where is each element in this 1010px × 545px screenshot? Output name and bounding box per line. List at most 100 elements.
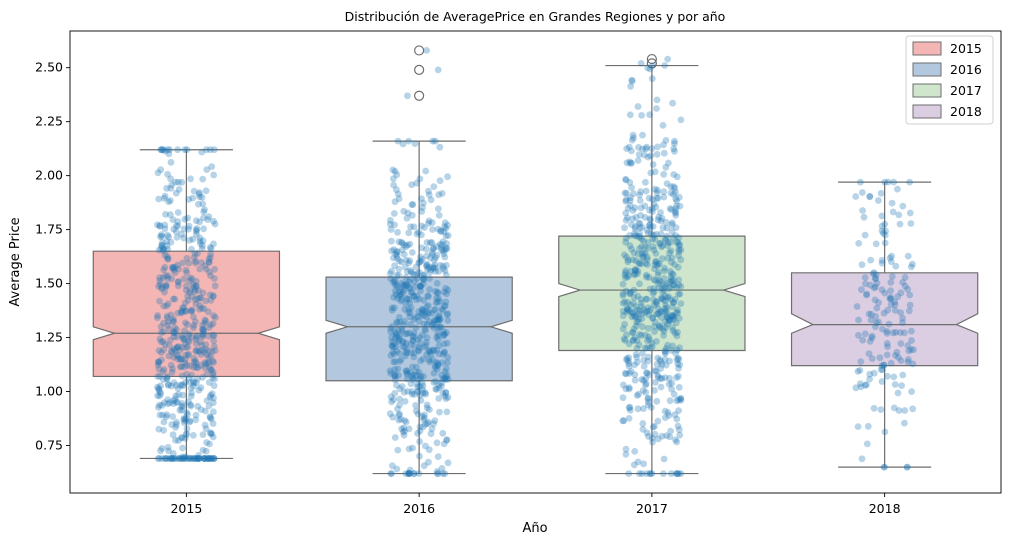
strip-point [174, 222, 182, 230]
strip-point [657, 230, 665, 238]
strip-point [654, 194, 662, 202]
strip-point [192, 340, 200, 347]
strip-point [622, 445, 630, 453]
strip-point [205, 455, 212, 462]
strip-point [669, 303, 676, 311]
strip-point [675, 252, 682, 259]
strip-points-2018 [852, 178, 917, 471]
strip-point [878, 378, 886, 385]
strip-point [207, 250, 215, 258]
strip-point [666, 278, 674, 286]
strip-point [652, 277, 659, 284]
strip-point [163, 375, 171, 383]
strip-point [633, 306, 641, 314]
strip-point [199, 200, 207, 208]
strip-point [414, 269, 422, 277]
strip-point [156, 297, 163, 305]
strip-point [158, 356, 166, 364]
strip-point [663, 313, 671, 321]
strip-point [195, 348, 203, 355]
strip-point [629, 207, 637, 214]
strip-point [654, 354, 662, 362]
strip-point [625, 362, 633, 370]
strip-point [207, 254, 214, 261]
strip-point [645, 333, 653, 341]
strip-point [391, 328, 399, 336]
strip-point [656, 278, 664, 285]
strip-point [647, 169, 655, 177]
strip-point [425, 293, 432, 300]
strip-point [419, 280, 427, 288]
strip-point [653, 298, 660, 306]
strip-point [162, 413, 170, 421]
strip-point [399, 343, 407, 350]
strip-point [418, 305, 426, 313]
strip-point [647, 152, 655, 160]
x-axis-label: Año [522, 521, 547, 536]
strip-point [619, 280, 627, 288]
strip-point [192, 360, 200, 367]
strip-point [193, 346, 200, 354]
strip-point [165, 233, 173, 241]
strip-point [663, 307, 670, 315]
strip-point [403, 281, 411, 289]
strip-point [174, 261, 181, 269]
strip-point [440, 328, 447, 335]
strip-point [863, 440, 871, 448]
strip-point [675, 372, 682, 380]
strip-point [426, 285, 433, 293]
strip-point [643, 253, 651, 261]
strip-point [396, 385, 404, 393]
strip-point [622, 176, 629, 183]
strip-point [640, 377, 647, 384]
strip-point [187, 307, 195, 315]
strip-point [441, 348, 448, 356]
strip-point [154, 169, 162, 177]
strip-point [397, 356, 405, 364]
strip-point [412, 324, 420, 332]
strip-point [160, 426, 168, 434]
strip-point [628, 184, 635, 192]
strip-point [668, 206, 675, 214]
strip-point [648, 339, 656, 347]
strip-point [868, 355, 876, 362]
strip-point [663, 224, 671, 232]
strip-point [634, 267, 642, 275]
strip-point [871, 296, 879, 304]
strip-point [190, 324, 197, 332]
strip-point [628, 136, 636, 144]
strip-point [419, 255, 426, 263]
strip-point [652, 258, 660, 266]
strip-point [620, 335, 628, 343]
strip-point [206, 455, 214, 462]
strip-point [414, 313, 422, 321]
strip-point [909, 360, 917, 368]
strip-point [429, 226, 436, 233]
strip-point [643, 429, 651, 437]
strip-point [170, 455, 178, 462]
strip-point [903, 463, 911, 471]
strip-point [167, 455, 175, 462]
strip-point [210, 455, 218, 462]
strip-point [181, 455, 189, 462]
strip-point [671, 140, 678, 147]
strip-point [402, 274, 410, 281]
strip-point [673, 356, 681, 364]
strip-point [413, 368, 420, 376]
strip-point [887, 295, 895, 303]
strip-point [664, 239, 672, 246]
strip-point [179, 335, 187, 343]
strip-point [644, 324, 652, 332]
strip-point [643, 369, 650, 377]
strip-point [660, 193, 668, 201]
strip-point [892, 262, 900, 270]
strip-point [901, 329, 908, 337]
strip-point [633, 337, 641, 344]
strip-point [633, 318, 641, 326]
strip-point [661, 283, 669, 291]
strip-point [887, 287, 894, 294]
strip-point [636, 260, 644, 268]
strip-point [431, 417, 439, 424]
strip-point [636, 230, 643, 237]
strip-point [412, 363, 420, 371]
